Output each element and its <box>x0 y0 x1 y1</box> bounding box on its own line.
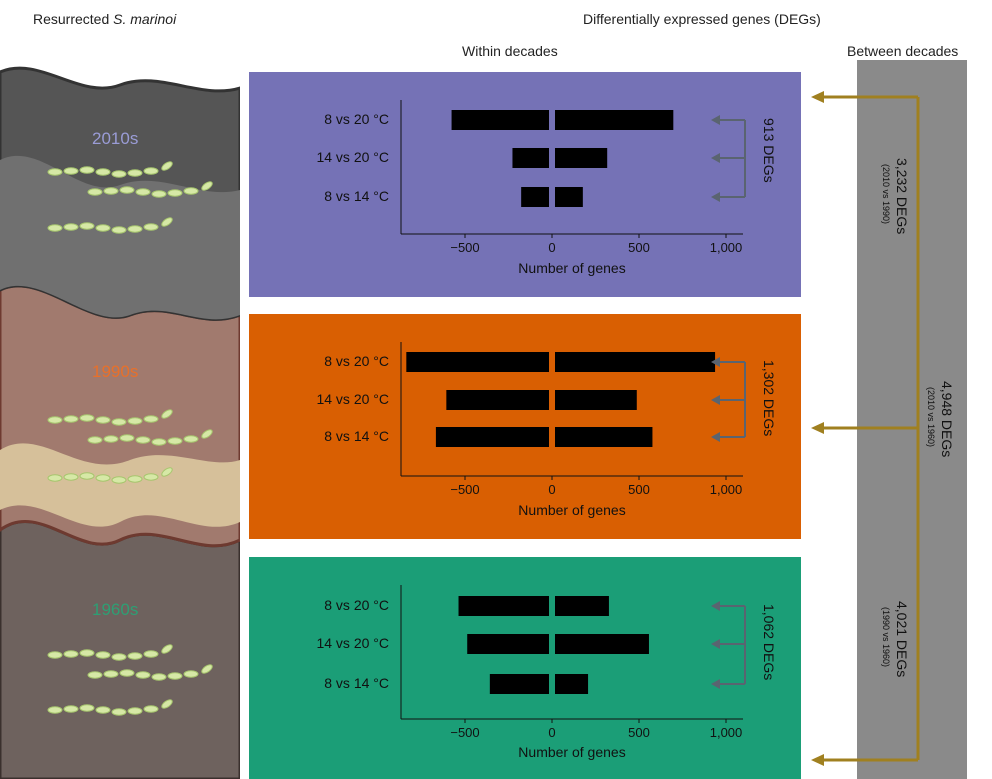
category-label: 8 vs 20 °C <box>324 353 389 369</box>
bracket-arrowhead <box>711 395 720 405</box>
category-label: 8 vs 14 °C <box>324 188 389 204</box>
between-a-sub: (2010 vs 1990) <box>881 164 891 225</box>
decade-label-1960s: 1960s <box>92 600 139 619</box>
bar-up-1 <box>555 148 608 168</box>
total-degs-label: 913 DEGs <box>761 118 777 183</box>
bracket-arrowhead <box>711 192 720 202</box>
bar-up-1 <box>555 390 637 410</box>
between-a-count: 3,232 DEGs <box>894 158 910 235</box>
x-tick-label: 500 <box>628 725 650 740</box>
total-degs-label: 1,062 DEGs <box>761 604 777 681</box>
bracket-arrowhead <box>711 639 720 649</box>
x-axis-label: Number of genes <box>518 502 626 518</box>
bracket-arrowhead <box>711 153 720 163</box>
panel-background <box>249 557 801 779</box>
bar-down-1 <box>467 634 549 654</box>
bracket-arrowhead <box>711 679 720 689</box>
x-tick-label: 1,000 <box>709 240 743 255</box>
x-tick-label: −500 <box>450 240 480 255</box>
bar-up-2 <box>555 427 653 447</box>
bracket-arrowhead <box>711 432 720 442</box>
bracket-arrowhead <box>711 601 720 611</box>
arrow-to-1960s <box>811 754 824 766</box>
left-title: Resurrected S. marinoi <box>33 11 176 27</box>
bar-down-2 <box>435 427 549 447</box>
category-label: 8 vs 20 °C <box>324 111 389 127</box>
chart-2010s <box>249 72 801 297</box>
bar-up-0 <box>555 110 674 130</box>
category-label: 14 vs 20 °C <box>316 149 389 165</box>
between-bar <box>857 60 967 779</box>
category-label: 8 vs 14 °C <box>324 675 389 691</box>
between-b-sub: (2010 vs 1960) <box>926 387 936 448</box>
x-axis-label: Number of genes <box>518 744 626 760</box>
left-title-prefix: Resurrected <box>33 11 114 27</box>
panel-background <box>249 314 801 539</box>
x-tick-label: −500 <box>450 725 480 740</box>
species-name: S. marinoi <box>113 11 177 27</box>
category-label: 14 vs 20 °C <box>316 635 389 651</box>
bar-down-2 <box>489 674 549 694</box>
chart-1960s <box>249 557 801 779</box>
x-tick-label: 500 <box>628 240 650 255</box>
x-tick-label: 1,000 <box>709 725 743 740</box>
panel-1960s: 8 vs 20 °C 14 vs 20 °C 8 vs 14 °C −500 0 500 1… <box>249 557 801 779</box>
bar-up-0 <box>555 596 609 616</box>
category-label: 8 vs 14 °C <box>324 428 389 444</box>
category-label: 14 vs 20 °C <box>316 391 389 407</box>
category-label: 8 vs 20 °C <box>324 597 389 613</box>
x-tick-label: 1,000 <box>709 482 743 497</box>
bar-down-0 <box>451 110 549 130</box>
between-c-sub: (1990 vs 1960) <box>881 607 891 668</box>
bar-down-1 <box>512 148 549 168</box>
bracket-arrowhead <box>711 357 720 367</box>
chart-1990s <box>249 314 801 539</box>
sediment-core-illustration <box>0 66 240 779</box>
top-title: Differentially expressed genes (DEGs) <box>583 11 821 27</box>
between-decades-column <box>811 60 967 779</box>
x-tick-label: −500 <box>450 482 480 497</box>
bar-up-2 <box>555 187 583 207</box>
bar-up-1 <box>555 634 649 654</box>
bar-down-0 <box>406 352 549 372</box>
between-title: Between decades <box>847 43 959 59</box>
x-tick-label: 0 <box>548 240 556 255</box>
between-b-count: 4,948 DEGs <box>939 381 955 458</box>
bar-down-2 <box>521 187 549 207</box>
decade-label-1990s: 1990s <box>92 362 139 381</box>
panel-2010s: 8 vs 20 °C 14 vs 20 °C 8 vs 14 °C −500 0 500 1… <box>249 72 801 297</box>
bar-up-0 <box>555 352 716 372</box>
x-tick-label: 0 <box>548 725 556 740</box>
arrow-to-2010s <box>811 91 824 103</box>
bar-down-0 <box>458 596 549 616</box>
within-title: Within decades <box>462 43 558 59</box>
arrow-to-1990s <box>811 422 824 434</box>
between-c-count: 4,021 DEGs <box>894 601 910 678</box>
panel-1990s: 8 vs 20 °C 14 vs 20 °C 8 vs 14 °C −500 0 500 1… <box>249 314 801 539</box>
decade-label-2010s: 2010s <box>92 129 139 148</box>
between-connector <box>820 95 920 762</box>
x-axis-label: Number of genes <box>518 260 626 276</box>
panel-background <box>249 72 801 297</box>
bracket-arrowhead <box>711 115 720 125</box>
total-degs-label: 1,302 DEGs <box>761 360 777 437</box>
bar-down-1 <box>446 390 549 410</box>
x-tick-label: 500 <box>628 482 650 497</box>
bar-up-2 <box>555 674 589 694</box>
x-tick-label: 0 <box>548 482 556 497</box>
